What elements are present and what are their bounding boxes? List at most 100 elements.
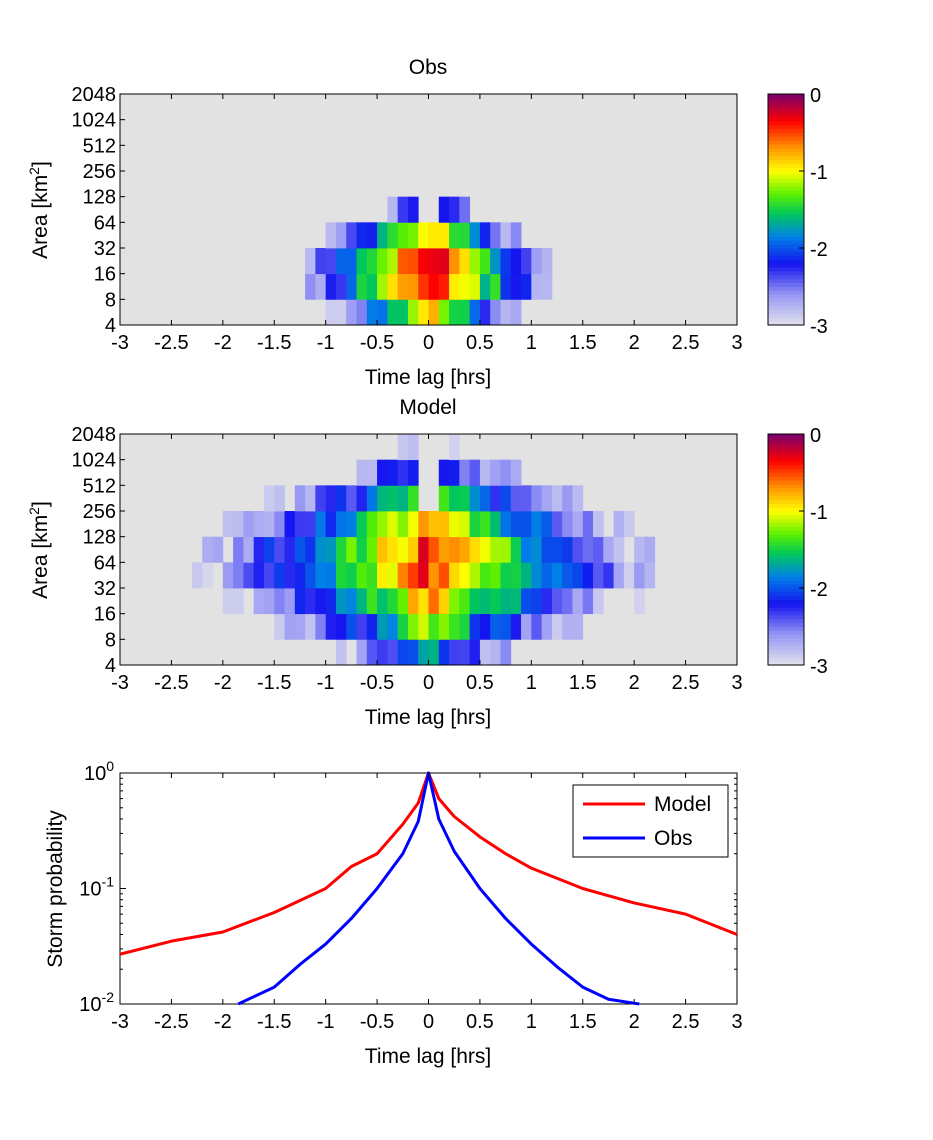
heatmap-cell	[233, 536, 244, 563]
colorbar-step	[768, 460, 804, 466]
heatmap-cell	[438, 511, 450, 538]
colorbar-step	[768, 645, 804, 650]
colorbar-step	[768, 113, 804, 118]
heatmap-cell	[243, 511, 255, 538]
colorbar-step	[768, 464, 804, 470]
colorbar-tick-label: 0	[810, 425, 821, 447]
heatmap-cell	[490, 562, 501, 589]
heatmap-cell	[274, 562, 285, 589]
x-tick-label: -0.5	[360, 332, 394, 354]
x-tick-label: -1.5	[257, 1011, 291, 1033]
heatmap-cell	[315, 562, 327, 589]
heatmap-cell	[479, 248, 491, 275]
colorbar-step	[768, 267, 804, 272]
heatmap-cell	[490, 459, 501, 486]
heatmap-cell	[387, 613, 399, 640]
series-line-obs	[237, 771, 640, 1006]
heatmap-cell	[253, 562, 265, 589]
y-tick-label: 64	[94, 552, 116, 574]
heatmap-cell	[294, 511, 306, 538]
colorbar-step	[768, 634, 804, 639]
colorbar-step	[768, 109, 804, 114]
heatmap-cell	[500, 459, 512, 486]
heatmap-cell	[315, 536, 327, 563]
heatmap-cell	[469, 485, 481, 512]
heatmap-cell	[449, 588, 460, 615]
heatmap-cell	[562, 588, 573, 615]
colorbar-step	[768, 588, 804, 593]
obs-colorbar: 0 -1 -2 -3	[767, 85, 828, 338]
heatmap-cell	[366, 222, 378, 249]
colorbar-step	[768, 278, 804, 284]
heatmap-cell	[459, 459, 471, 486]
heatmap-cell	[582, 562, 594, 589]
heatmap-cell	[387, 299, 399, 326]
heatmap-cell	[397, 639, 409, 666]
heatmap-cell	[531, 248, 543, 275]
heatmap-cell	[459, 196, 471, 223]
colorbar-step	[768, 468, 804, 473]
heatmap-cell	[366, 588, 378, 615]
y-tick-label: 512	[83, 475, 116, 497]
heatmap-cell	[500, 485, 512, 512]
colorbar-step	[768, 545, 804, 550]
heatmap-cell	[644, 562, 656, 589]
model-x-ticks: -3 -2.5 -2 -1.5 -1 -0.5 0 0.5 1 1.5 2 2.5 3	[111, 434, 743, 694]
heatmap-cell	[387, 222, 399, 249]
x-tick-label: 1	[526, 1011, 537, 1033]
x-tick-label: 0.5	[466, 1011, 494, 1033]
heatmap-cell	[407, 273, 419, 300]
colorbar-step	[768, 472, 804, 477]
colorbar-step	[768, 205, 804, 210]
colorbar-step	[768, 518, 804, 523]
colorbar-step	[768, 553, 804, 558]
colorbar-step	[768, 453, 804, 458]
x-tick-label: 0.5	[466, 332, 494, 354]
heatmap-cell	[315, 588, 327, 615]
x-tick-label: 1	[526, 332, 537, 354]
colorbar-step	[768, 236, 804, 241]
colorbar-step	[768, 557, 804, 562]
heatmap-cell	[500, 299, 512, 326]
colorbar-step	[768, 630, 804, 635]
heatmap-cell	[294, 536, 306, 563]
colorbar-step	[768, 190, 804, 195]
colorbar-step	[768, 564, 804, 570]
colorbar-step	[768, 305, 804, 310]
heatmap-cell	[418, 222, 429, 249]
heatmap-cell	[449, 511, 460, 538]
colorbar-step	[768, 626, 804, 631]
colorbar-step	[768, 286, 804, 291]
colorbar-step	[768, 197, 804, 203]
colorbar-step	[768, 178, 804, 183]
x-tick-label: 3	[731, 332, 742, 354]
heatmap-cell	[500, 639, 512, 666]
heatmap-cell	[582, 511, 594, 538]
heatmap-cell	[407, 588, 419, 615]
heatmap-cell	[510, 459, 522, 486]
colorbar-step	[768, 124, 804, 130]
colorbar-step	[768, 251, 804, 257]
heatmap-cell	[315, 511, 327, 538]
heatmap-cell	[438, 639, 450, 666]
colorbar-step	[768, 618, 804, 624]
heatmap-cell	[490, 485, 501, 512]
heatmap-cell	[305, 248, 316, 275]
heatmap-cell	[521, 536, 532, 563]
heatmap-cell	[366, 511, 378, 538]
legend-box	[572, 784, 729, 858]
heatmap-cell	[634, 562, 645, 589]
heatmap-cell	[397, 536, 409, 563]
heatmap-cell	[469, 299, 481, 326]
heatmap-cell	[387, 639, 399, 666]
heatmap-cell	[222, 588, 234, 615]
heatmap-cell	[500, 511, 512, 538]
heatmap-cell	[469, 536, 481, 563]
heatmap-cell	[356, 588, 368, 615]
colorbar-step	[768, 649, 804, 654]
colorbar-step	[768, 549, 804, 554]
heatmap-cell	[253, 588, 265, 615]
heatmap-cell	[335, 639, 347, 666]
heatmap-cell	[233, 588, 244, 615]
colorbar-step	[768, 434, 804, 439]
